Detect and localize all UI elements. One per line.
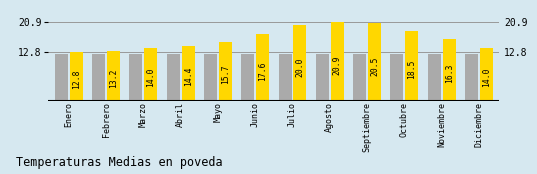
Bar — [204, 54, 217, 101]
Bar — [92, 54, 105, 101]
Text: 20.0: 20.0 — [295, 57, 304, 77]
Bar — [480, 48, 493, 101]
Bar — [331, 22, 344, 101]
Bar — [442, 39, 455, 101]
Bar — [405, 31, 418, 101]
Text: 16.3: 16.3 — [445, 63, 454, 83]
Bar — [256, 34, 269, 101]
Text: 15.7: 15.7 — [221, 64, 230, 84]
Bar — [70, 53, 83, 101]
Text: 18.5: 18.5 — [407, 60, 416, 79]
Bar — [368, 23, 381, 101]
Text: 20.9: 20.9 — [333, 56, 342, 75]
Bar — [219, 42, 232, 101]
Text: 14.0: 14.0 — [147, 67, 155, 87]
Text: 14.0: 14.0 — [482, 67, 491, 87]
Text: 13.2: 13.2 — [109, 69, 118, 88]
Bar — [293, 25, 307, 101]
Text: 14.4: 14.4 — [184, 67, 193, 86]
Bar — [241, 54, 255, 101]
Bar — [316, 54, 329, 101]
Bar — [390, 54, 403, 101]
Bar — [144, 48, 157, 101]
Text: 20.5: 20.5 — [370, 56, 379, 76]
Bar — [129, 54, 142, 101]
Bar — [465, 54, 478, 101]
Text: Temperaturas Medias en poveda: Temperaturas Medias en poveda — [16, 156, 223, 169]
Bar — [427, 54, 441, 101]
Bar — [182, 46, 194, 101]
Bar — [279, 54, 292, 101]
Text: 17.6: 17.6 — [258, 61, 267, 81]
Bar — [55, 54, 68, 101]
Text: 12.8: 12.8 — [72, 69, 81, 89]
Bar — [166, 54, 180, 101]
Bar — [353, 54, 366, 101]
Bar — [107, 51, 120, 101]
